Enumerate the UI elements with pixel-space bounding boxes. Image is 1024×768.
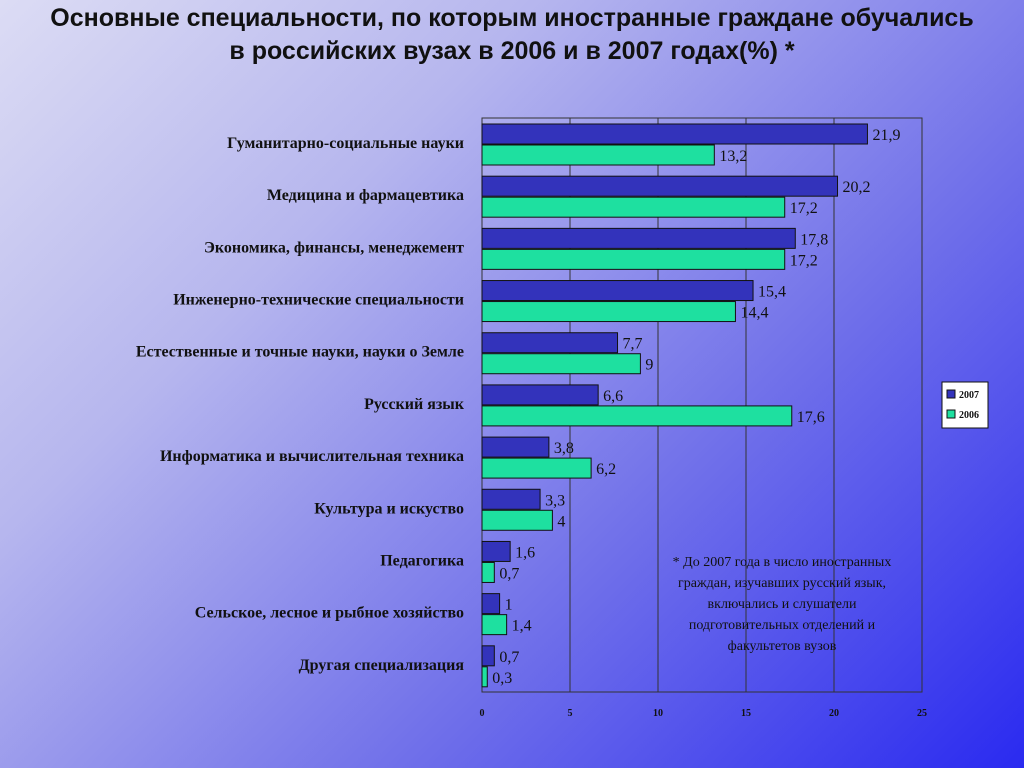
legend-box — [941, 381, 989, 429]
category-label-3: Инженерно-технические специальности — [173, 292, 464, 309]
value-label-2007-5: 6,6 — [603, 388, 623, 405]
legend-swatch-2007 — [946, 389, 956, 399]
value-label-2007-8: 1,6 — [515, 544, 535, 561]
bar-2006-8 — [481, 561, 495, 583]
category-label-7: Культура и искуство — [314, 500, 464, 517]
bar-2007-2 — [481, 227, 796, 249]
legend: 2007 2006 — [941, 381, 989, 429]
value-label-2007-0: 21,9 — [872, 127, 900, 144]
category-label-9: Сельское, лесное и рыбное хозяйство — [195, 605, 464, 622]
value-label-2006-10: 0,3 — [492, 670, 512, 687]
bar-2006-6 — [481, 457, 592, 479]
x-tick-label-2: 10 — [653, 708, 663, 719]
value-label-2006-7: 4 — [557, 513, 565, 530]
bar-2006-7 — [481, 509, 553, 531]
category-label-1: Медицина и фармацевтика — [267, 187, 464, 204]
value-label-2007-4: 7,7 — [623, 336, 643, 353]
value-labels: 21,913,220,217,217,817,215,414,47,796,61… — [492, 127, 900, 687]
bar-2007-9 — [481, 593, 501, 615]
x-axis-ticks: 0 5 10 15 20 25 — [480, 708, 928, 719]
legend-swatch-2006 — [946, 409, 956, 419]
value-label-2007-10: 0,7 — [499, 649, 519, 666]
value-label-2006-9: 1,4 — [512, 618, 532, 635]
value-label-2007-6: 3,8 — [554, 440, 574, 457]
category-labels: Гуманитарно-социальные науки Медицина и ф… — [136, 135, 465, 674]
value-label-2006-8: 0,7 — [499, 565, 519, 582]
value-label-2006-0: 13,2 — [719, 148, 747, 165]
bar-2006-9 — [481, 614, 508, 636]
bar-2006-10 — [481, 666, 488, 688]
bar-2006-4 — [481, 353, 641, 375]
bar-2007-10 — [481, 645, 495, 667]
x-tick-label-3: 15 — [741, 708, 751, 719]
category-label-4: Естественные и точные науки, науки о Зем… — [136, 344, 464, 361]
value-label-2007-2: 17,8 — [800, 231, 828, 248]
bar-2007-8 — [481, 540, 511, 562]
value-label-2006-6: 6,2 — [596, 461, 616, 478]
bar-2006-2 — [481, 248, 786, 270]
value-label-2006-3: 14,4 — [740, 305, 768, 322]
category-label-8: Педагогика — [380, 552, 464, 569]
value-label-2007-9: 1 — [505, 597, 513, 614]
value-label-2007-1: 20,2 — [843, 179, 871, 196]
category-label-2: Экономика, финансы, менеджемент — [204, 239, 464, 256]
category-label-10: Другая специализация — [299, 657, 465, 674]
x-tick-label-0: 0 — [480, 708, 485, 719]
bar-2006-5 — [481, 405, 793, 427]
category-label-0: Гуманитарно-социальные науки — [227, 135, 464, 152]
bar-2007-5 — [481, 384, 599, 406]
legend-label-2007: 2007 — [959, 390, 979, 401]
value-label-2006-1: 17,2 — [790, 200, 818, 217]
x-tick-label-4: 20 — [829, 708, 839, 719]
bar-2007-4 — [481, 332, 619, 354]
bar-2007-6 — [481, 436, 550, 458]
footnote: * До 2007 года в число иностранных гражд… — [672, 555, 892, 654]
bar-2006-0 — [481, 144, 715, 166]
bars — [481, 123, 868, 688]
value-label-2006-5: 17,6 — [797, 409, 825, 426]
value-label-2007-3: 15,4 — [758, 284, 786, 301]
category-label-5: Русский язык — [364, 396, 465, 413]
x-tick-label-5: 25 — [917, 708, 927, 719]
bar-2007-1 — [481, 175, 839, 197]
value-label-2006-2: 17,2 — [790, 252, 818, 269]
legend-label-2006: 2006 — [959, 410, 979, 421]
value-label-2007-7: 3,3 — [545, 492, 565, 509]
bar-2007-3 — [481, 280, 754, 302]
value-label-2006-4: 9 — [645, 357, 653, 374]
bar-2007-7 — [481, 488, 541, 510]
x-tick-label-1: 5 — [568, 708, 573, 719]
bar-2006-1 — [481, 196, 786, 218]
chart-title: Основные специальности, по которым иност… — [50, 4, 974, 65]
bar-2006-3 — [481, 301, 736, 323]
bar-2007-0 — [481, 123, 868, 145]
category-label-6: Информатика и вычислительная техника — [160, 448, 464, 465]
